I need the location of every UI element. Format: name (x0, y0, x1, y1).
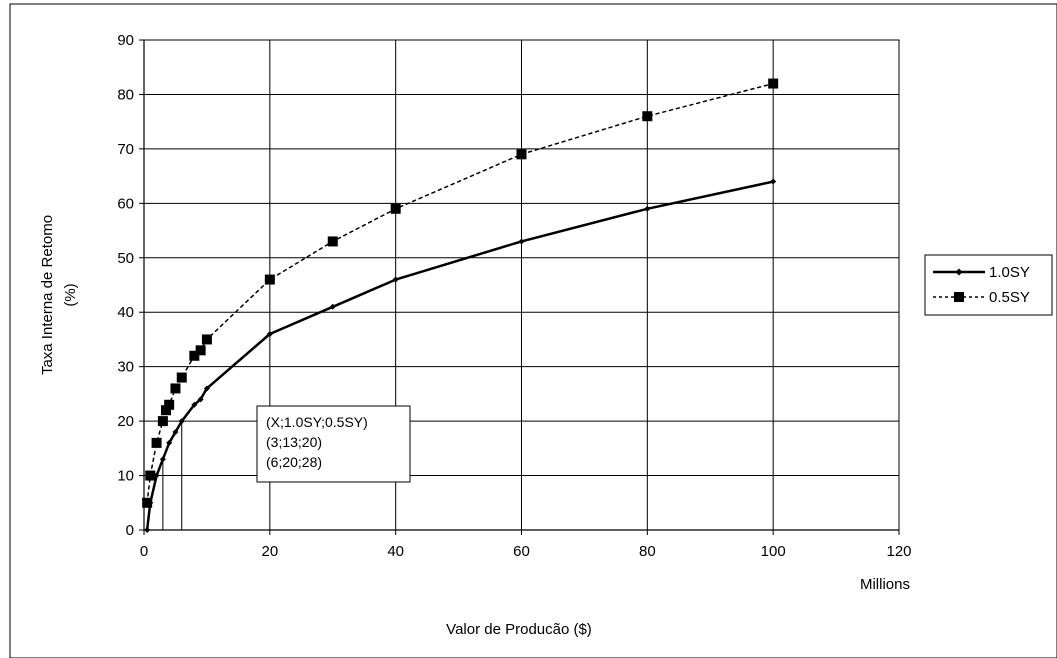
point-0.5SY-7 (176, 372, 187, 383)
series-1.0SY (144, 178, 777, 533)
point-1.0SY-7 (191, 401, 198, 408)
point-0.5SY-15 (642, 111, 653, 122)
legend-marker-1 (955, 268, 963, 276)
point-0.5SY-5 (164, 399, 175, 410)
y-tick-label-7: 70 (117, 141, 134, 158)
annotation-line-3: (6;20;28) (266, 454, 322, 470)
point-1.0SY-10 (266, 331, 273, 337)
axes (139, 39, 900, 535)
point-0.5SY-12 (327, 236, 338, 247)
x-tick-label-6: 120 (886, 543, 911, 560)
y-tick-label-3: 30 (117, 359, 134, 376)
point-0.5SY-8 (189, 350, 200, 361)
point-1.0SY-15 (770, 178, 777, 185)
point-0.5SY-11 (264, 274, 275, 285)
point-1.0SY-12 (392, 276, 399, 283)
point-1.0SY-4 (166, 439, 173, 446)
y-tick-label-9: 90 (117, 32, 134, 49)
legend-frame (924, 254, 1053, 316)
point-0.5SY-14 (516, 149, 527, 160)
series-layer (142, 78, 779, 533)
point-1.0SY-9 (203, 385, 210, 392)
point-0.5SY-2 (151, 437, 162, 448)
series-0.5SY (142, 78, 779, 508)
point-0.5SY-10 (201, 334, 212, 345)
y-tick-label-6: 60 (117, 195, 134, 212)
y-tick-label-5: 50 (117, 250, 134, 267)
point-0.5SY-4 (161, 405, 172, 416)
vertical-markers (162, 421, 183, 530)
y-tick-label-2: 20 (117, 413, 134, 430)
x-tick-label-4: 80 (639, 543, 656, 560)
point-1.0SY-11 (329, 303, 336, 310)
annotation-box: (X;1.0SY;0.5SY) (3;13;20) (6;20;28) (256, 405, 411, 483)
point-0.5SY-16 (768, 78, 779, 89)
x-axis-title: Valor de Producão ($) (446, 621, 592, 638)
y-tick-label-1: 10 (117, 468, 134, 485)
y-tick-label-4: 40 (117, 304, 134, 321)
legend-label-1: 1.0SY (989, 264, 1030, 281)
legend-marker-2 (954, 292, 964, 302)
tick-labels: 0 10 20 30 40 50 60 70 80 90 0 20 40 60 80 100 120 (117, 32, 911, 560)
point-1.0SY-6 (178, 418, 185, 425)
point-1.0SY-5 (172, 429, 179, 435)
annotation-line-1: (X;1.0SY;0.5SY) (266, 414, 368, 430)
point-1.0SY-14 (644, 205, 651, 212)
legend: 1.0SY 0.5SY (924, 254, 1053, 316)
x-tick-label-3: 60 (513, 543, 530, 560)
legend-item-2: 0.5SY (933, 289, 1030, 306)
legend-item-1: 1.0SY (933, 264, 1030, 281)
point-0.5SY-13 (390, 203, 401, 214)
x-tick-label-1: 20 (261, 543, 278, 560)
point-0.5SY-1 (145, 470, 156, 481)
annotation-line-2: (3;13;20) (266, 434, 322, 450)
y-tick-label-8: 80 (117, 86, 134, 103)
point-0.5SY-3 (157, 416, 168, 427)
point-0.5SY-6 (170, 383, 181, 394)
point-1.0SY-8 (197, 396, 204, 403)
annotation-frame (256, 405, 411, 483)
y-axis-title-line-1: Taxa Interna de Retomo (39, 215, 56, 375)
legend-label-2: 0.5SY (989, 289, 1030, 306)
series-line-1.0SY (145, 180, 775, 532)
point-0.5SY-9 (195, 345, 206, 356)
point-1.0SY-13 (518, 238, 525, 245)
point-0.5SY-0 (142, 497, 153, 508)
y-tick-label-0: 0 (126, 522, 134, 539)
x-tick-label-2: 40 (387, 543, 404, 560)
x-tick-label-0: 0 (140, 543, 148, 560)
y-axis-title-line-2: (%) (62, 283, 79, 306)
x-axis-unit-label: Millions (860, 576, 910, 593)
x-tick-label-5: 100 (761, 543, 786, 560)
point-1.0SY-3 (159, 456, 166, 463)
